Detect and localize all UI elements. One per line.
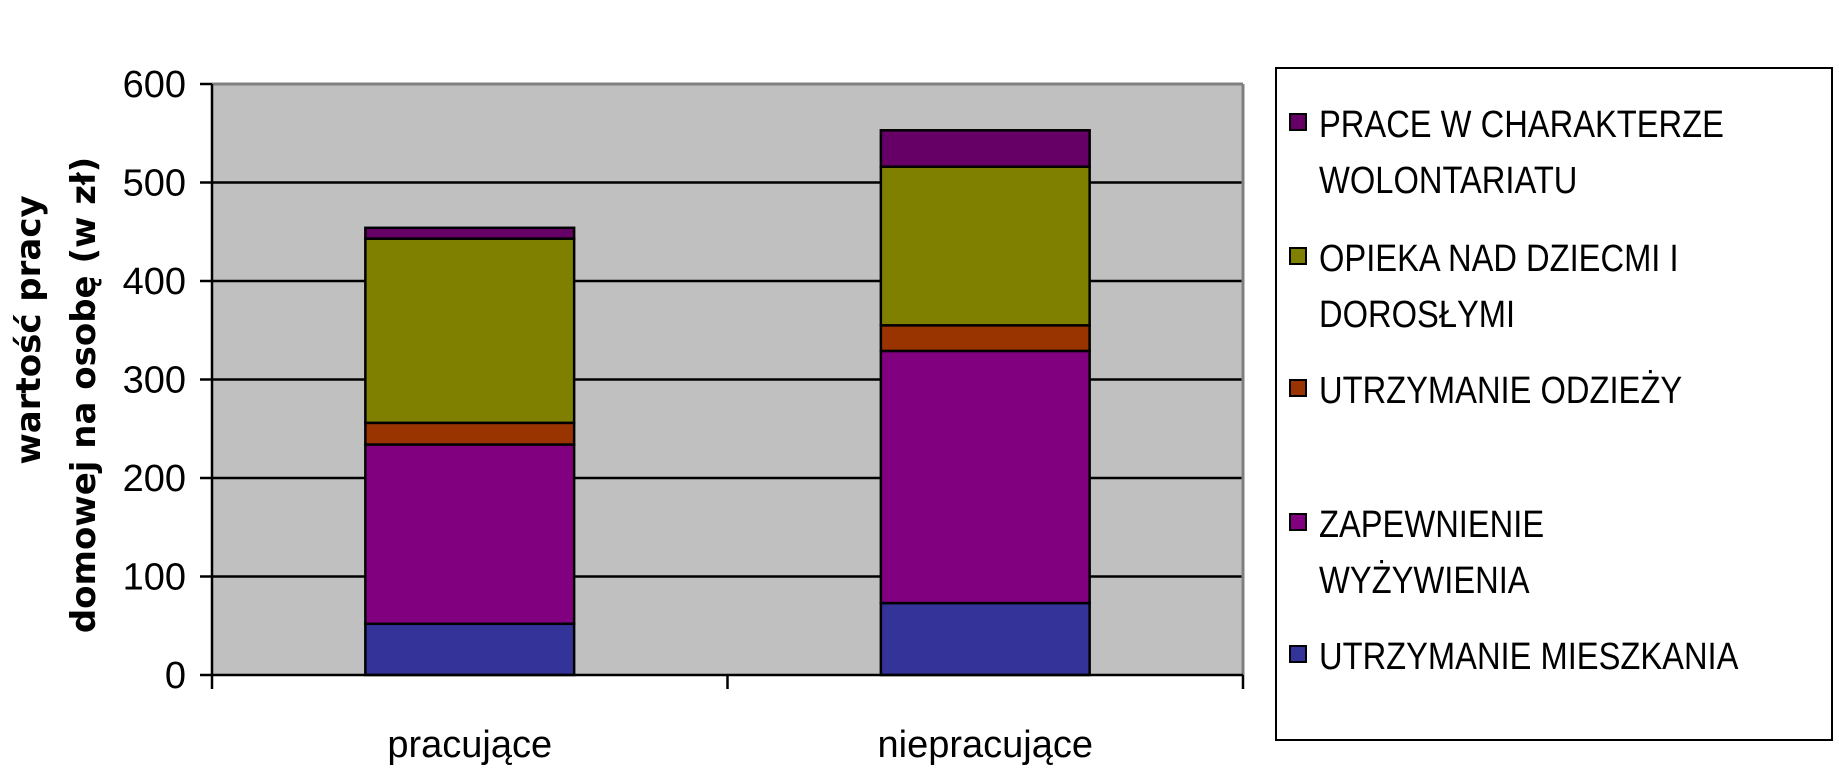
bar-segment bbox=[364, 237, 576, 425]
legend-item-clothing: UTRZYMANIE ODZIEŻY bbox=[1289, 363, 1827, 419]
bar-segment bbox=[364, 226, 576, 240]
legend-swatch bbox=[1289, 645, 1307, 663]
bar-segment bbox=[879, 324, 1091, 353]
legend-label: DOROSŁYMI bbox=[1319, 294, 1516, 336]
y-tick-label: 400 bbox=[123, 261, 186, 303]
bar-segment bbox=[364, 622, 576, 677]
x-tick-label: niepracujące bbox=[878, 724, 1093, 766]
bar-segment bbox=[364, 421, 576, 446]
y-tick-label: 300 bbox=[123, 360, 186, 402]
bar-segment bbox=[879, 601, 1091, 677]
legend-swatch bbox=[1289, 247, 1307, 265]
legend-label: ZAPEWNIENIE WYŻYWIENIA bbox=[1319, 504, 1545, 602]
bar-segment bbox=[879, 165, 1091, 327]
legend-item-food: ZAPEWNIENIE WYŻYWIENIA bbox=[1289, 497, 1827, 609]
legend-item-housing: UTRZYMANIE MIESZKANIA bbox=[1289, 629, 1827, 685]
x-tick-label: pracujące bbox=[387, 724, 552, 766]
legend-label: WOLONTARIATU bbox=[1319, 160, 1578, 202]
legend-label: UTRZYMANIE MIESZKANIA bbox=[1319, 636, 1739, 678]
y-tick-label: 600 bbox=[123, 64, 186, 106]
bar-segment bbox=[879, 349, 1091, 605]
legend-swatch bbox=[1289, 513, 1307, 531]
stacked-bar-chart: 0 100 200 300 400 500 600 pracujące niepracując… bbox=[9, 64, 1245, 766]
legend-swatch bbox=[1289, 379, 1307, 397]
bar-segment bbox=[879, 129, 1091, 168]
legend: PRACE W CHARAKTERZE WOLONTARIATU OPIEKA … bbox=[1275, 67, 1833, 741]
legend-label: UTRZYMANIE ODZIEŻY bbox=[1319, 370, 1683, 412]
y-tick-label: 500 bbox=[123, 163, 186, 205]
y-tick-label: 200 bbox=[123, 458, 186, 500]
bar-segment bbox=[364, 443, 576, 626]
y-axis-label-line1: wartość pracy bbox=[9, 195, 49, 464]
y-tick-label: 0 bbox=[165, 655, 186, 697]
legend-item-volunteering: PRACE W CHARAKTERZE WOLONTARIATU bbox=[1289, 97, 1827, 209]
y-tick-label: 100 bbox=[123, 557, 186, 599]
legend-label: PRACE W CHARAKTERZE bbox=[1319, 104, 1724, 146]
legend-swatch bbox=[1289, 113, 1307, 131]
legend-label: OPIEKA NAD DZIECMI I bbox=[1319, 238, 1679, 280]
y-axis-label-line2: domowej na osobę (w zł) bbox=[64, 157, 104, 633]
legend-item-care: OPIEKA NAD DZIECMI I DOROSŁYMI bbox=[1289, 231, 1827, 343]
